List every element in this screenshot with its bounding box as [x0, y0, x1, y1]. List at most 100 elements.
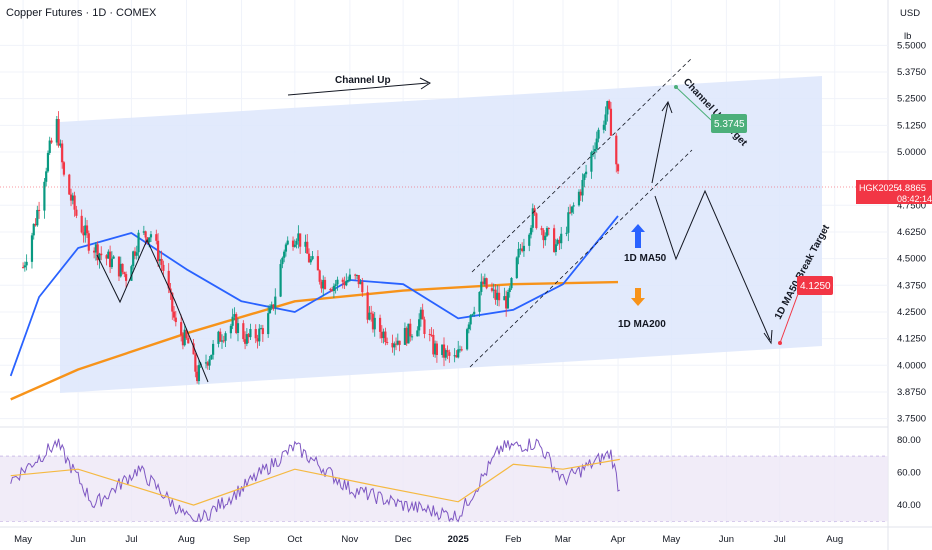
candle-body: [297, 233, 300, 241]
candle-body: [85, 225, 89, 234]
ma50-label: 1D MA50: [624, 253, 667, 264]
x-tick-label: Nov: [341, 534, 358, 545]
price-tag: HGK2025 4.8865 08:42:14: [856, 180, 932, 204]
candle-body: [343, 281, 346, 286]
candle-body: [309, 259, 312, 263]
candle-body: [174, 317, 177, 323]
x-axis: May Jun Jul Aug Sep Oct Nov Dec 2025 Feb Mar Apr May…: [14, 534, 843, 545]
candle-body: [306, 241, 309, 254]
target-badge-value: 5.3745: [714, 119, 745, 130]
candle-body: [219, 331, 222, 342]
candle-body: [506, 292, 510, 309]
candle-body: [378, 317, 382, 332]
candle-body: [82, 232, 85, 236]
y-tick-label: 3.8750: [897, 387, 926, 398]
candle-body: [268, 308, 272, 314]
candle-body: [304, 241, 307, 247]
projection-down: [654, 189, 771, 341]
candle-body: [419, 309, 423, 320]
candle-body: [133, 251, 137, 256]
candle-body: [357, 275, 360, 285]
candle-body: [149, 234, 153, 238]
candle-body: [229, 325, 232, 334]
candle-body: [469, 315, 472, 325]
candle-body: [329, 289, 332, 291]
candle-body: [519, 248, 522, 250]
candle-body: [505, 296, 508, 309]
y-tick-label: 5.5000: [897, 40, 926, 51]
candle-body: [606, 101, 609, 115]
y-tick-label: 5.2500: [897, 94, 926, 105]
candle-body: [590, 152, 593, 172]
candle-body: [494, 289, 497, 300]
candle-body: [236, 323, 240, 333]
candle-body: [361, 281, 364, 293]
candle-body: [382, 331, 385, 339]
candle-body: [192, 343, 195, 355]
candle-body: [172, 311, 176, 318]
drawings: [0, 57, 888, 383]
candle-body: [258, 328, 261, 342]
candle-body: [36, 209, 39, 226]
candle-body: [332, 285, 335, 292]
channel-up-arrow: [287, 82, 429, 96]
candle-body: [531, 208, 534, 228]
candle-body: [410, 336, 414, 338]
candle-body: [48, 140, 51, 153]
candle-body: [156, 240, 160, 262]
candle-body: [565, 232, 568, 234]
candle-body: [554, 244, 557, 252]
candle-body: [455, 355, 458, 358]
candle-body: [407, 323, 410, 344]
candle-body: [160, 258, 163, 265]
candle-body: [380, 331, 383, 339]
candle-body: [544, 235, 547, 241]
candle-body: [560, 233, 563, 244]
candle-body: [158, 258, 161, 262]
candle-body: [409, 323, 412, 337]
candle-body: [84, 225, 87, 236]
chart-title: Copper Futures · 1D · COMEX: [6, 7, 157, 19]
channel-up-label: Channel Up: [335, 75, 391, 86]
candle-body: [553, 228, 556, 252]
candle-body: [322, 279, 325, 289]
candle-body: [547, 227, 550, 229]
projection-up: [651, 102, 669, 184]
channel-area: [60, 76, 822, 393]
moving-averages: [9, 215, 619, 401]
candle-body: [110, 258, 113, 268]
candle-body: [355, 275, 359, 277]
ma200-line: [10, 280, 619, 401]
candle-body: [307, 253, 311, 263]
x-tick-label: Feb: [505, 534, 521, 545]
price-tag-value: 4.8865: [897, 183, 926, 194]
candle-body: [418, 319, 421, 331]
rsi-band: [0, 456, 888, 522]
candle-body: [473, 311, 476, 315]
candle-body: [194, 354, 197, 372]
candle-body: [107, 251, 110, 259]
candle-body: [34, 223, 37, 226]
price-tag-symbol: HGK2025: [859, 183, 899, 193]
candle-body: [162, 264, 165, 271]
candle-body: [368, 312, 371, 320]
projection-down-head: [763, 329, 773, 345]
candle-body: [535, 213, 538, 229]
candle-body: [80, 215, 83, 233]
candle-body: [185, 329, 188, 339]
candle-body: [259, 328, 263, 330]
candle-body: [254, 328, 257, 339]
candle-body: [46, 152, 50, 172]
y-tick-label: 4.1250: [897, 334, 926, 345]
candle-body: [98, 253, 101, 261]
projection-up-head: [661, 100, 673, 114]
rsi-ma-line: [10, 458, 620, 506]
y-tick-label: 4.3750: [897, 280, 926, 291]
x-tick-label: Aug: [178, 534, 195, 545]
candle-body: [94, 244, 98, 253]
candle-body: [220, 340, 224, 342]
candle-body: [311, 256, 314, 260]
candle-body: [398, 340, 401, 345]
rsi-tick-label: 40.00: [897, 500, 921, 511]
